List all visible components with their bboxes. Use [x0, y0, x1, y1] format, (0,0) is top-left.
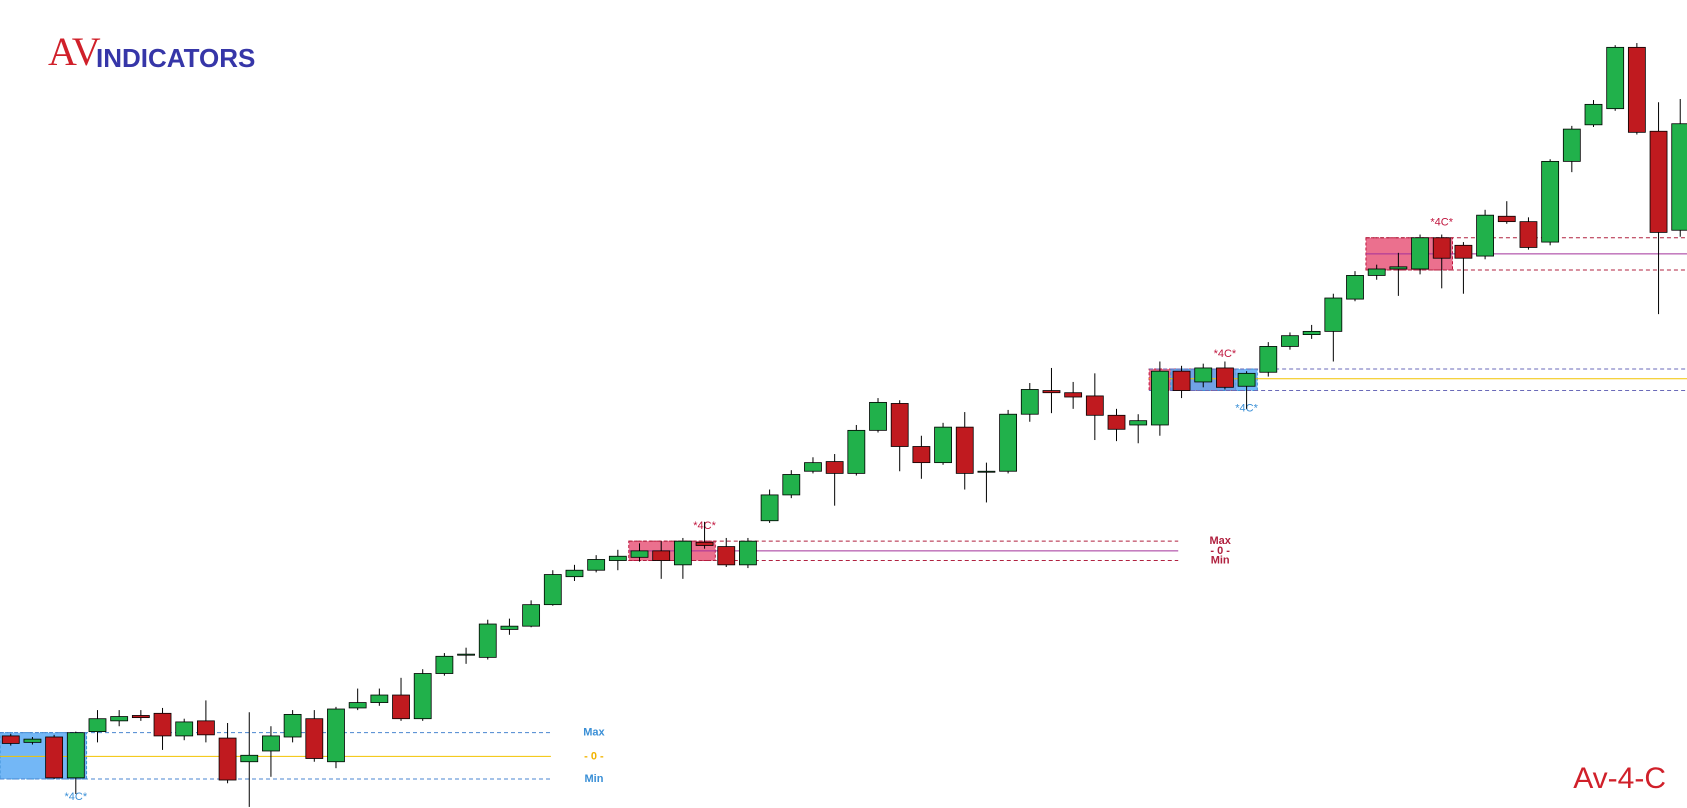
candle-body: [370, 694, 389, 703]
zone-tag: *4C*: [1214, 348, 1237, 360]
candle-body: [934, 426, 952, 464]
candle-body: [565, 569, 584, 578]
candle-body: [543, 574, 562, 606]
candle-body: [587, 559, 606, 571]
candle-body: [500, 625, 519, 630]
candle-body: [1562, 128, 1581, 162]
candle-body: [218, 737, 237, 781]
candle-body: [1042, 390, 1061, 394]
candle-body: [131, 715, 150, 719]
candle-body: [1497, 215, 1516, 223]
candle-body: [1107, 414, 1126, 430]
candle-body: [1129, 420, 1148, 426]
candle-body: [1476, 214, 1494, 257]
candle-body: [1627, 46, 1646, 133]
candle-body: [1, 735, 20, 744]
candle-body: [1432, 237, 1451, 259]
candle-body: [1194, 367, 1213, 383]
candle-body: [435, 655, 454, 674]
candle-body: [110, 716, 129, 722]
zone-label: Min: [584, 773, 603, 785]
candle-body: [1281, 335, 1299, 347]
candle-body: [1389, 266, 1408, 270]
candle-body: [1259, 346, 1278, 373]
zone-tag: *4C*: [64, 791, 87, 803]
zone-label: - 0 -: [584, 750, 604, 762]
candle-body: [153, 712, 172, 737]
candle-body: [88, 718, 107, 733]
candle-body: [348, 702, 367, 709]
candle-body: [1237, 372, 1256, 387]
zone-label: Min: [1211, 554, 1230, 566]
candle-body: [1150, 370, 1169, 426]
candle-body: [977, 470, 996, 473]
candle-body: [869, 401, 887, 431]
candle-body: [760, 494, 779, 522]
candle-body: [652, 550, 671, 561]
candle-body: [1541, 160, 1560, 243]
logo-brand: AV: [48, 29, 101, 74]
zone-tag: *4C*: [1430, 217, 1453, 229]
zone-label: - 0 -: [1210, 545, 1230, 557]
candle-body: [522, 604, 541, 627]
candle-body: [175, 721, 194, 737]
candle-body: [1302, 330, 1321, 336]
candle-body: [283, 713, 302, 738]
candle-body: [717, 546, 736, 566]
chart-title: Av-4-C: [1573, 762, 1666, 795]
candle-body: [695, 541, 714, 546]
candle-body: [1172, 370, 1191, 391]
candle-body: [1216, 367, 1234, 388]
candle-body: [45, 736, 64, 779]
candle-body: [1085, 395, 1104, 416]
candle-body: [1671, 123, 1687, 231]
candle-body: [23, 738, 42, 743]
candle-body: [478, 623, 497, 658]
candle-body: [457, 653, 475, 656]
candle-body: [739, 540, 757, 566]
candle-body: [392, 694, 410, 720]
candle-body: [305, 718, 324, 759]
logo-name: INDICATORS: [96, 43, 255, 73]
candle-body: [196, 720, 215, 736]
candle-body: [413, 673, 432, 720]
candle-body: [1584, 103, 1603, 126]
candle-body: [630, 550, 649, 558]
candle-body: [1411, 237, 1429, 270]
candle-body: [847, 429, 866, 474]
candle-body: [608, 555, 627, 561]
candle-body: [1519, 221, 1538, 248]
candle-body: [673, 540, 692, 566]
candle-body: [890, 403, 909, 447]
zone-label: Max: [583, 727, 605, 739]
candle-body: [1367, 268, 1386, 276]
candle-body: [1324, 297, 1343, 332]
candle-body: [1454, 244, 1473, 259]
candle-body: [912, 446, 931, 464]
candle-body: [240, 754, 259, 763]
candle-body: [1020, 389, 1039, 415]
candle-body: [825, 461, 844, 474]
candle-body: [262, 735, 280, 752]
candle-body: [999, 413, 1018, 472]
candle-body: [1064, 392, 1083, 398]
candle-body: [955, 426, 974, 474]
zone-label: Max: [1209, 535, 1231, 547]
candle-body: [1649, 130, 1668, 233]
zones: *4C*Max- 0 -Min*4C*Max- 0 -Min*4C**4C**4…: [0, 217, 1687, 803]
candle-body: [782, 474, 801, 496]
candle-body: [327, 708, 345, 763]
candle-body: [66, 732, 85, 779]
candle-body: [1606, 46, 1625, 110]
candle-body: [804, 462, 822, 472]
candle-body: [1346, 275, 1364, 300]
